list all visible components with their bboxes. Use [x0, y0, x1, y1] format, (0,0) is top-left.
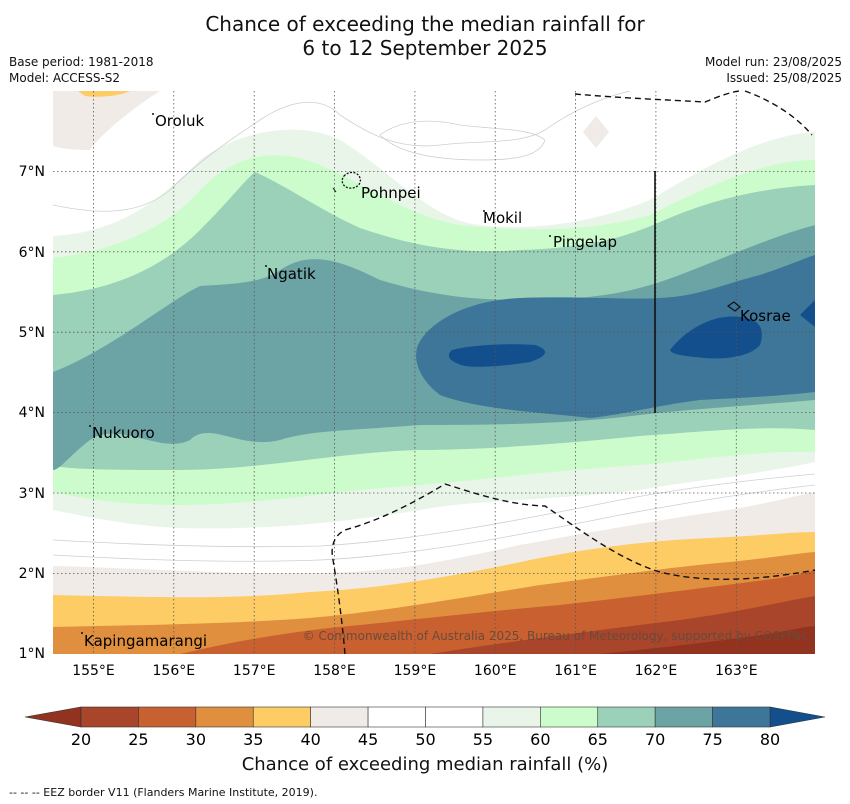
- colorbar-segment: [138, 706, 197, 728]
- lon-label: 157°E: [233, 663, 276, 679]
- band-over-80-west: [448, 344, 546, 367]
- map-area: [53, 91, 815, 654]
- islet-marker: [332, 187, 337, 193]
- north-patch-diamond: [583, 116, 609, 148]
- contour-lines: [53, 91, 815, 562]
- colorbar-tick-label: 75: [702, 730, 722, 749]
- lat-label: 2°N: [19, 566, 45, 582]
- colorbar-segment: [654, 706, 713, 728]
- colorbar-tick-label: 25: [128, 730, 148, 749]
- colorbar-segment: [425, 706, 484, 728]
- lat-label: 6°N: [19, 245, 45, 261]
- model-run: Model run: 23/08/2025: [704, 55, 842, 69]
- run-info: Model run: 23/08/2025 Issued: 25/08/2025: [705, 54, 842, 86]
- band-20-25: [430, 596, 815, 654]
- colorbar-title: Chance of exceeding median rainfall (%): [241, 754, 609, 775]
- colorbar-tick-label: 50: [415, 730, 435, 749]
- colorbar-tick-label: 35: [243, 730, 263, 749]
- place-label-nukuoro: Nukuoro: [92, 424, 155, 442]
- place-label-kapingamarangi: Kapingamarangi: [84, 632, 207, 650]
- lon-label: 162°E: [635, 663, 678, 679]
- model-name: Model: ACCESS-S2: [9, 71, 121, 85]
- place-label-mokil: Mokil: [483, 209, 522, 227]
- base-period: Base period: 1981-2018: [9, 55, 154, 69]
- place-label-oroluk: Oroluk: [155, 112, 204, 130]
- lat-label: 3°N: [19, 486, 45, 502]
- place-label-pohnpei: Pohnpei: [361, 184, 421, 202]
- lon-label: 158°E: [313, 663, 356, 679]
- issued-date: Issued: 25/08/2025: [726, 71, 842, 85]
- lat-label: 7°N: [19, 164, 45, 180]
- copyright-notice: © Commonwealth of Australia 2025, Bureau…: [303, 629, 808, 643]
- colorbar-tick-label: 20: [71, 730, 91, 749]
- place-label-ngatik: Ngatik: [267, 265, 316, 283]
- colorbar-tick-label: 40: [300, 730, 320, 749]
- lon-label: 163°E: [715, 663, 758, 679]
- colorbar-segment: [597, 706, 656, 728]
- nukuoro-marker: [89, 425, 91, 427]
- band-over-80-east: [670, 316, 762, 359]
- lon-label: 161°E: [554, 663, 597, 679]
- colorbar-segment: [195, 706, 254, 728]
- north-patch-beige: [53, 91, 160, 150]
- colorbar-segment: [310, 706, 369, 728]
- colorbar-segment: [367, 706, 426, 728]
- north-patch-orange: [78, 91, 130, 97]
- colorbar-tick-label: 60: [530, 730, 550, 749]
- lon-label: 160°E: [474, 663, 517, 679]
- colorbar-segment: [252, 706, 311, 728]
- lon-label: 155°E: [72, 663, 115, 679]
- kosrae-island-icon: [726, 301, 741, 312]
- band-75-80: [416, 255, 815, 418]
- kapingamarangi-marker: [81, 632, 83, 634]
- latitude-labels: 7°N 6°N 5°N 4°N 3°N 2°N 1°N: [19, 164, 45, 662]
- graticule: [53, 91, 815, 654]
- colorbar-segment: [482, 706, 541, 728]
- pingelap-marker: [549, 235, 551, 237]
- band-under-20: [600, 626, 815, 654]
- lat-label: 1°N: [19, 646, 45, 662]
- band-over-80-edge: [800, 300, 815, 327]
- eez-border: [331, 90, 816, 655]
- colorbar-tick-label: 65: [588, 730, 608, 749]
- lon-label: 156°E: [153, 663, 196, 679]
- place-label-kosrae: Kosrae: [740, 307, 791, 325]
- eez-footnote: -- -- -- EEZ border V11 (Flanders Marine…: [9, 786, 318, 799]
- mokil-marker: [483, 210, 485, 212]
- colorbar-high-extension: [769, 706, 826, 728]
- colorbar-segment: [712, 706, 771, 728]
- title-line-1: Chance of exceeding the median rainfall …: [205, 12, 645, 36]
- lon-label: 159°E: [394, 663, 437, 679]
- oroluk-marker: [152, 113, 154, 115]
- model-info: Base period: 1981-2018 Model: ACCESS-S2: [9, 54, 154, 86]
- ngatik-marker: [265, 265, 267, 267]
- colorbar-tick-label: 70: [645, 730, 665, 749]
- title-line-2: 6 to 12 September 2025: [302, 36, 548, 60]
- colorbar-tick-label: 80: [760, 730, 780, 749]
- colorbar-segment: [540, 706, 599, 728]
- colorbar: 20 25 30 35 40 45 50 55 60 65 70 75 80: [24, 706, 826, 749]
- colorbar-tick-label: 45: [358, 730, 378, 749]
- colorbar-tick-label: 55: [473, 730, 493, 749]
- place-label-pingelap: Pingelap: [553, 233, 617, 251]
- map-title: Chance of exceeding the median rainfall …: [0, 12, 850, 60]
- lat-label: 5°N: [19, 325, 45, 341]
- lat-label: 4°N: [19, 405, 45, 421]
- longitude-labels: 155°E 156°E 157°E 158°E 159°E 160°E 161°…: [72, 663, 757, 679]
- colorbar-segment: [80, 706, 139, 728]
- colorbar-tick-label: 30: [186, 730, 206, 749]
- colorbar-low-extension: [24, 706, 82, 728]
